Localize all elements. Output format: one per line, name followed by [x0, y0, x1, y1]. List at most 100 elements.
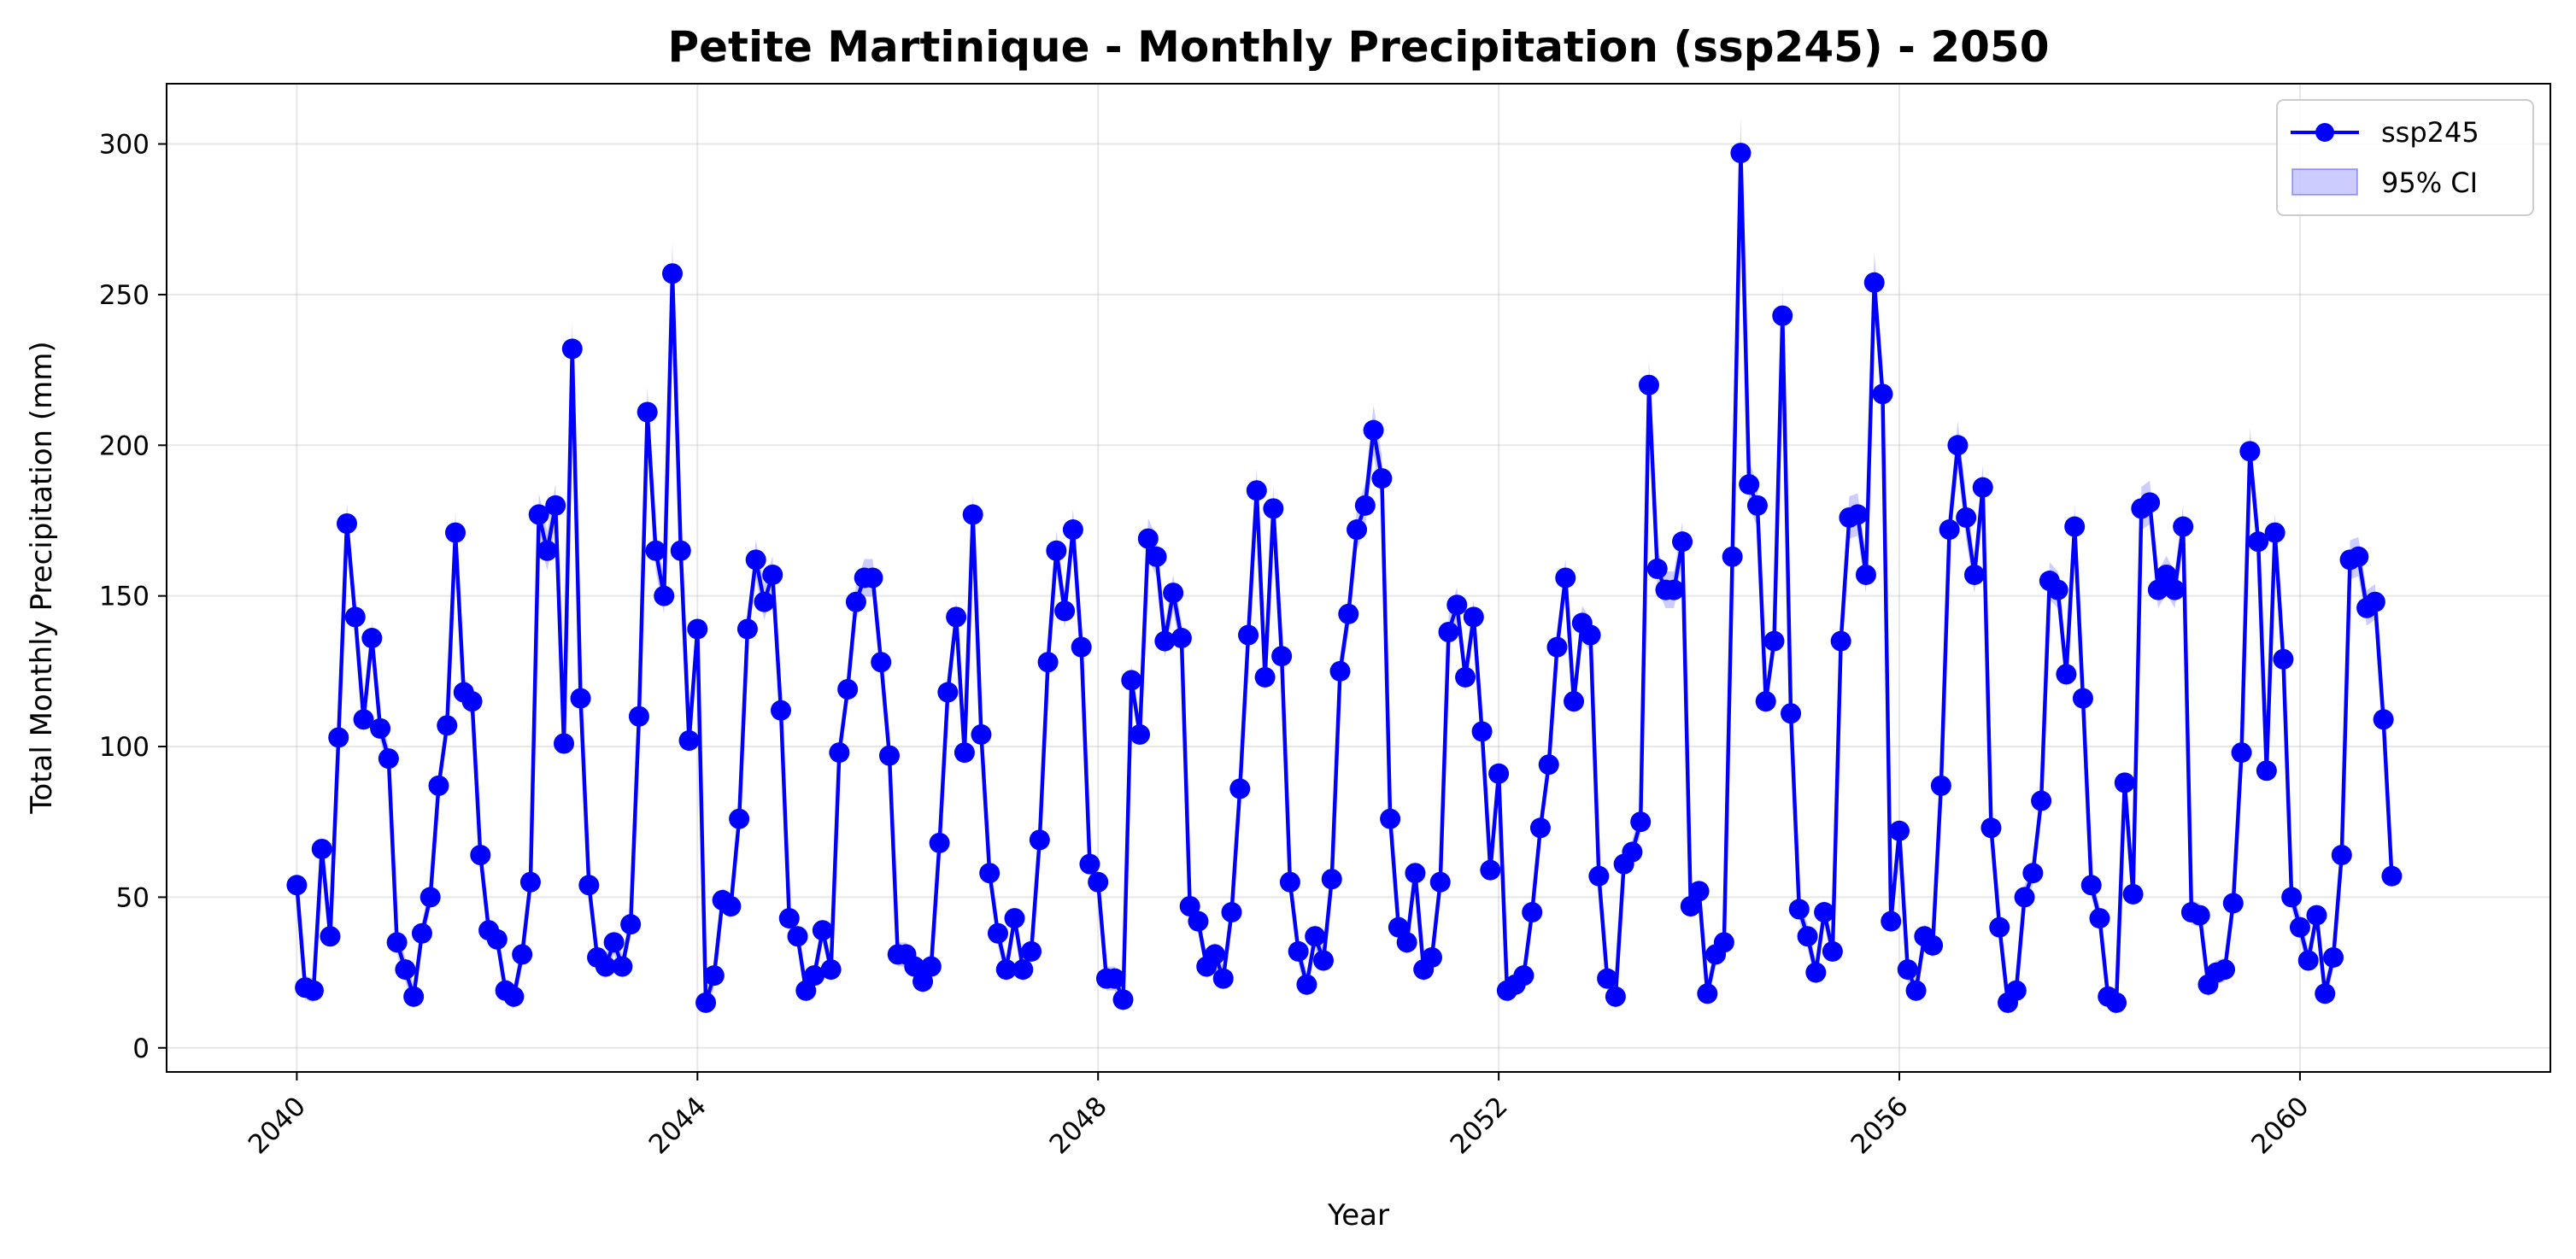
data-point	[1564, 691, 1585, 712]
data-point	[729, 808, 750, 829]
data-point	[1338, 603, 1359, 624]
data-point	[770, 700, 791, 721]
data-point	[1405, 863, 1426, 884]
legend-box	[2276, 99, 2534, 216]
data-point	[1605, 986, 1626, 1007]
data-point	[1555, 567, 1576, 589]
data-point	[837, 679, 859, 700]
data-point	[461, 691, 483, 712]
data-point	[2147, 579, 2168, 600]
data-point	[1154, 630, 1176, 652]
data-point	[971, 723, 992, 745]
data-point	[1538, 754, 1559, 776]
data-point	[1146, 546, 1167, 567]
data-point	[670, 540, 691, 561]
legend: ssp245 95% CI	[2276, 99, 2534, 216]
data-point	[386, 932, 408, 953]
data-point	[1455, 666, 1476, 688]
data-point	[1781, 703, 1802, 724]
data-point	[946, 606, 967, 628]
data-point	[1029, 829, 1050, 851]
series-line-ssp245	[295, 150, 2394, 1005]
data-point	[411, 922, 432, 944]
data-point	[1638, 374, 1659, 395]
data-point	[954, 742, 975, 764]
data-point	[1254, 666, 1276, 688]
y-axis-ticks: 0 50 100 150 200 250 300	[99, 130, 167, 1064]
y-tick-label: 0	[132, 1034, 150, 1064]
data-point	[2306, 905, 2327, 926]
data-point	[2273, 648, 2294, 670]
data-point	[1746, 495, 1768, 516]
data-point	[378, 748, 399, 770]
data-point	[795, 980, 817, 1001]
data-point	[1062, 519, 1083, 541]
data-point	[1713, 932, 1734, 953]
data-point	[1739, 474, 1760, 495]
data-point	[1071, 636, 1092, 658]
data-point	[595, 956, 616, 977]
data-point	[1446, 594, 1468, 616]
data-point	[1371, 468, 1393, 489]
data-point	[1597, 968, 1618, 989]
data-point	[1822, 940, 1843, 962]
data-point	[1296, 974, 1317, 995]
data-point	[2173, 516, 2194, 537]
data-point	[1363, 419, 1384, 441]
data-point	[637, 401, 658, 423]
data-point	[2080, 875, 2102, 896]
data-point	[2222, 893, 2244, 914]
data-point	[962, 504, 983, 525]
data-point	[920, 956, 942, 977]
data-point	[1263, 498, 1284, 519]
data-point	[2281, 887, 2303, 908]
data-point	[1730, 143, 1752, 164]
data-point	[2089, 908, 2110, 929]
data-point	[311, 838, 332, 859]
data-point	[554, 733, 574, 754]
data-point	[1037, 652, 1059, 673]
data-point	[1488, 763, 1510, 784]
data-point	[1104, 968, 1125, 989]
data-point	[1630, 811, 1652, 833]
data-point	[703, 965, 725, 987]
data-point	[778, 908, 800, 929]
data-point	[2056, 664, 2077, 685]
data-point	[1939, 519, 1960, 541]
data-point	[2122, 883, 2144, 905]
data-point	[695, 992, 717, 1013]
data-point	[503, 986, 525, 1007]
data-point	[645, 540, 666, 561]
data-point	[762, 564, 783, 585]
data-point	[395, 959, 416, 981]
data-point	[1380, 808, 1401, 829]
data-point	[1830, 630, 1851, 652]
data-point	[2364, 591, 2385, 612]
data-point	[745, 549, 766, 571]
legend-marker-swatch	[2315, 123, 2334, 142]
data-point	[486, 928, 508, 950]
y-tick-label: 250	[99, 280, 150, 311]
data-point	[845, 591, 866, 612]
data-point	[787, 926, 808, 947]
data-point	[1672, 531, 1693, 553]
data-point	[937, 682, 959, 703]
series-layer	[286, 143, 2403, 1013]
data-point	[2348, 546, 2369, 567]
data-point	[2381, 865, 2403, 887]
data-point	[353, 709, 374, 730]
data-point	[720, 895, 742, 916]
data-point	[545, 495, 566, 516]
data-point	[1889, 820, 1910, 841]
data-point	[1463, 606, 1484, 628]
data-point	[302, 980, 324, 1001]
data-point	[2331, 845, 2352, 866]
data-point	[428, 775, 449, 796]
data-point	[2373, 709, 2394, 730]
data-point	[687, 618, 708, 640]
plot-frame	[166, 83, 2551, 1073]
data-point	[1288, 940, 1309, 962]
data-point	[1396, 932, 1417, 953]
data-point	[2047, 579, 2068, 600]
